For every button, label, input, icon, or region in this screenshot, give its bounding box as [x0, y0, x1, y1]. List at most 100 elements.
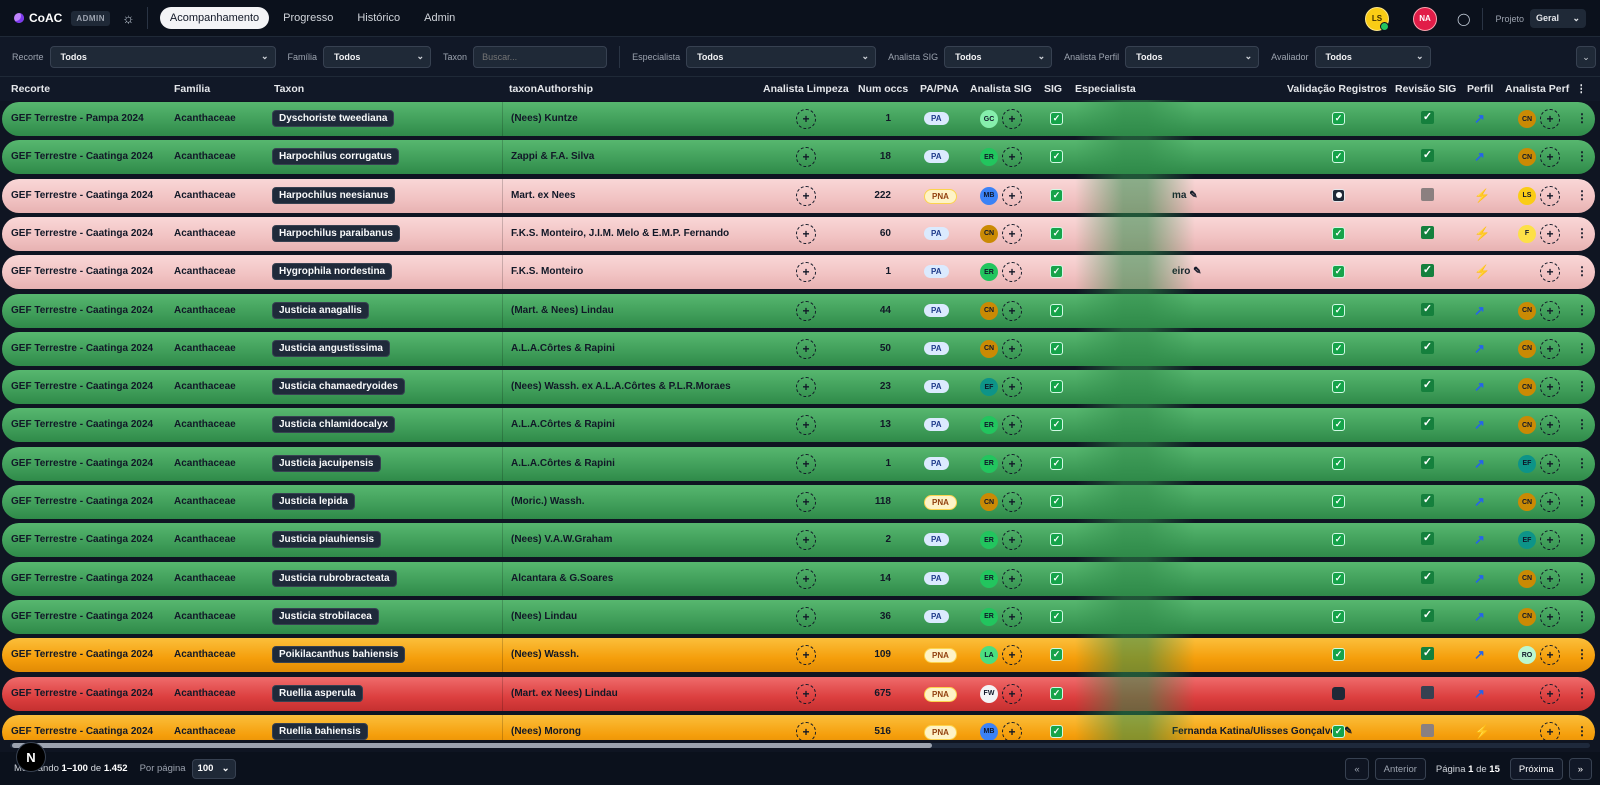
analista-perfil-avatar[interactable]: CN	[1518, 110, 1536, 128]
check-icon[interactable]: ✓	[1421, 417, 1434, 431]
analista-perfil-avatar[interactable]: RO	[1518, 646, 1536, 665]
add-analista-sig-icon[interactable]: +	[1002, 492, 1022, 512]
empty-box-icon[interactable]	[1421, 685, 1434, 699]
check-icon[interactable]: ✓	[1332, 533, 1345, 547]
sig-check-icon[interactable]: ✓	[1050, 303, 1063, 317]
add-analista-sig-icon[interactable]: +	[1002, 377, 1022, 398]
taxon-chip[interactable]: Justicia lepida	[272, 493, 355, 510]
add-analista-perfil-icon[interactable]: +	[1540, 606, 1560, 627]
col-perfil[interactable]: Perfil	[1467, 83, 1494, 95]
external-link-icon[interactable]: ↗	[1474, 608, 1485, 624]
analista-sig-avatar[interactable]: ER	[980, 607, 998, 626]
table-row[interactable]: GEF Terrestre - Caatinga 2024 Acanthaceae…	[2, 140, 1595, 175]
check-icon[interactable]: ✓	[1421, 302, 1434, 316]
check-icon[interactable]: ✓	[1421, 149, 1434, 163]
add-analista-sig-icon[interactable]: +	[1002, 415, 1022, 436]
per-page-select[interactable]: 100 ⌄	[191, 758, 236, 779]
analista-perfil-avatar[interactable]: CN	[1518, 416, 1536, 435]
add-analista-limpeza-icon[interactable]: +	[796, 415, 816, 436]
taxon-chip[interactable]: Justicia chamaedryoides	[272, 378, 405, 396]
add-analista-sig-icon[interactable]: +	[1002, 721, 1022, 742]
taxon-chip[interactable]: Ruellia bahiensis	[272, 722, 368, 740]
revisao-cell[interactable]	[1421, 187, 1434, 201]
analista-sig-avatar[interactable]: CN	[980, 224, 998, 243]
filter-familia-select[interactable]: Todos ⌄	[323, 45, 432, 68]
row-menu-icon[interactable]: ⋮	[1576, 608, 1588, 623]
table-row[interactable]: GEF Terrestre - Caatinga 2024 Acanthaceae…	[2, 485, 1595, 519]
taxon-chip[interactable]: Justicia strobilacea	[272, 607, 379, 625]
analista-sig-avatar[interactable]: CN	[980, 339, 998, 358]
sig-check-icon[interactable]: ✓	[1050, 150, 1063, 164]
external-link-icon[interactable]: ↗	[1474, 149, 1485, 165]
taxon-chip[interactable]: Justicia chlamidocalyx	[272, 416, 395, 434]
analista-perfil-avatar[interactable]: LS	[1518, 186, 1536, 205]
revisao-cell[interactable]: ✓	[1421, 417, 1434, 431]
external-link-icon[interactable]: ↗	[1474, 647, 1485, 663]
add-analista-perfil-icon[interactable]: +	[1540, 721, 1560, 742]
add-analista-limpeza-icon[interactable]: +	[796, 300, 816, 321]
revisao-cell[interactable]: ✓	[1421, 302, 1434, 316]
table-row[interactable]: GEF Terrestre - Caatinga 2024 Acanthaceae…	[2, 216, 1595, 251]
table-row[interactable]: GEF Terrestre - Caatinga 2024 Acanthaceae…	[2, 446, 1595, 481]
taxon-chip[interactable]: Justicia piauhiensis	[272, 531, 382, 549]
analista-sig-avatar[interactable]: ER	[980, 148, 998, 167]
cell-especialista[interactable]: ma ✎	[1172, 189, 1198, 201]
revisao-cell[interactable]: ✓	[1421, 379, 1434, 393]
add-analista-sig-icon[interactable]: +	[1002, 223, 1022, 244]
sig-check-icon[interactable]: ✓	[1050, 648, 1063, 662]
validacao-cell[interactable]: ✓	[1332, 495, 1345, 508]
col-especialista[interactable]: Especialista	[1075, 83, 1136, 95]
check-icon[interactable]: ✓	[1421, 532, 1434, 546]
analista-sig-avatar[interactable]: FW	[980, 684, 998, 703]
revisao-cell[interactable]: ✓	[1421, 532, 1434, 546]
validacao-cell[interactable]: ✓	[1332, 265, 1345, 279]
analista-sig-avatar[interactable]: ER	[980, 531, 998, 550]
analista-perfil-avatar[interactable]: F	[1518, 224, 1536, 243]
nav-historico[interactable]: Histórico	[357, 12, 401, 24]
row-menu-icon[interactable]: ⋮	[1576, 570, 1588, 585]
col-menu-icon[interactable]: ⋮	[1576, 83, 1587, 95]
revisao-cell[interactable]: ✓	[1421, 340, 1434, 354]
check-icon[interactable]: ✓	[1421, 340, 1434, 354]
chat-icon[interactable]: ◯	[1457, 11, 1471, 26]
add-analista-perfil-icon[interactable]: +	[1540, 223, 1560, 244]
external-link-icon[interactable]: ↗	[1474, 111, 1485, 126]
add-analista-sig-icon[interactable]: +	[1002, 568, 1022, 589]
add-analista-perfil-icon[interactable]: +	[1540, 300, 1560, 321]
add-analista-limpeza-icon[interactable]: +	[796, 683, 816, 704]
analista-perfil-avatar[interactable]: EF	[1518, 454, 1536, 473]
sig-check-icon[interactable]: ✓	[1050, 226, 1063, 240]
user-avatar-na[interactable]: NA	[1413, 6, 1438, 31]
revisao-cell[interactable]: ✓	[1421, 264, 1434, 278]
external-link-icon[interactable]: ↗	[1474, 570, 1485, 586]
add-analista-limpeza-icon[interactable]: +	[796, 530, 816, 551]
validacao-cell[interactable]: ✓	[1332, 226, 1345, 240]
filter-analista-perfil-select[interactable]: Todos ⌄	[1125, 45, 1260, 68]
sig-check-icon[interactable]: ✓	[1050, 609, 1063, 623]
scrollbar-thumb[interactable]	[12, 743, 932, 748]
row-menu-icon[interactable]: ⋮	[1576, 455, 1588, 470]
col-taxon-authorship[interactable]: taxonAuthorship	[509, 83, 593, 95]
add-analista-sig-icon[interactable]: +	[1002, 185, 1022, 206]
analista-sig-avatar[interactable]: ER	[980, 454, 998, 473]
sig-check-icon[interactable]: ✓	[1050, 724, 1063, 738]
check-icon[interactable]: ✓	[1332, 150, 1345, 164]
check-icon[interactable]: ✓	[1421, 608, 1434, 622]
row-menu-icon[interactable]: ⋮	[1576, 187, 1588, 202]
filter-avaliador-select[interactable]: Todos ⌄	[1314, 45, 1431, 68]
validacao-cell[interactable]: ✓	[1332, 609, 1345, 623]
revisao-cell[interactable]: ✓	[1421, 608, 1434, 622]
check-icon[interactable]: ✓	[1332, 609, 1345, 623]
sig-check-icon[interactable]: ✓	[1050, 686, 1063, 700]
check-icon[interactable]: ✓	[1332, 226, 1345, 240]
empty-box-icon[interactable]	[1421, 723, 1434, 737]
analista-sig-avatar[interactable]: MB	[980, 722, 998, 741]
row-menu-icon[interactable]: ⋮	[1576, 264, 1588, 279]
col-analista-perfil[interactable]: Analista Perf	[1505, 83, 1570, 95]
col-analista-sig[interactable]: Analista SIG	[970, 83, 1032, 95]
check-icon[interactable]: ✓	[1421, 111, 1434, 124]
row-menu-icon[interactable]: ⋮	[1576, 149, 1588, 164]
revisao-cell[interactable]: ✓	[1421, 225, 1434, 239]
add-analista-sig-icon[interactable]: +	[1002, 530, 1022, 551]
external-link-icon[interactable]: ↗	[1474, 302, 1485, 318]
